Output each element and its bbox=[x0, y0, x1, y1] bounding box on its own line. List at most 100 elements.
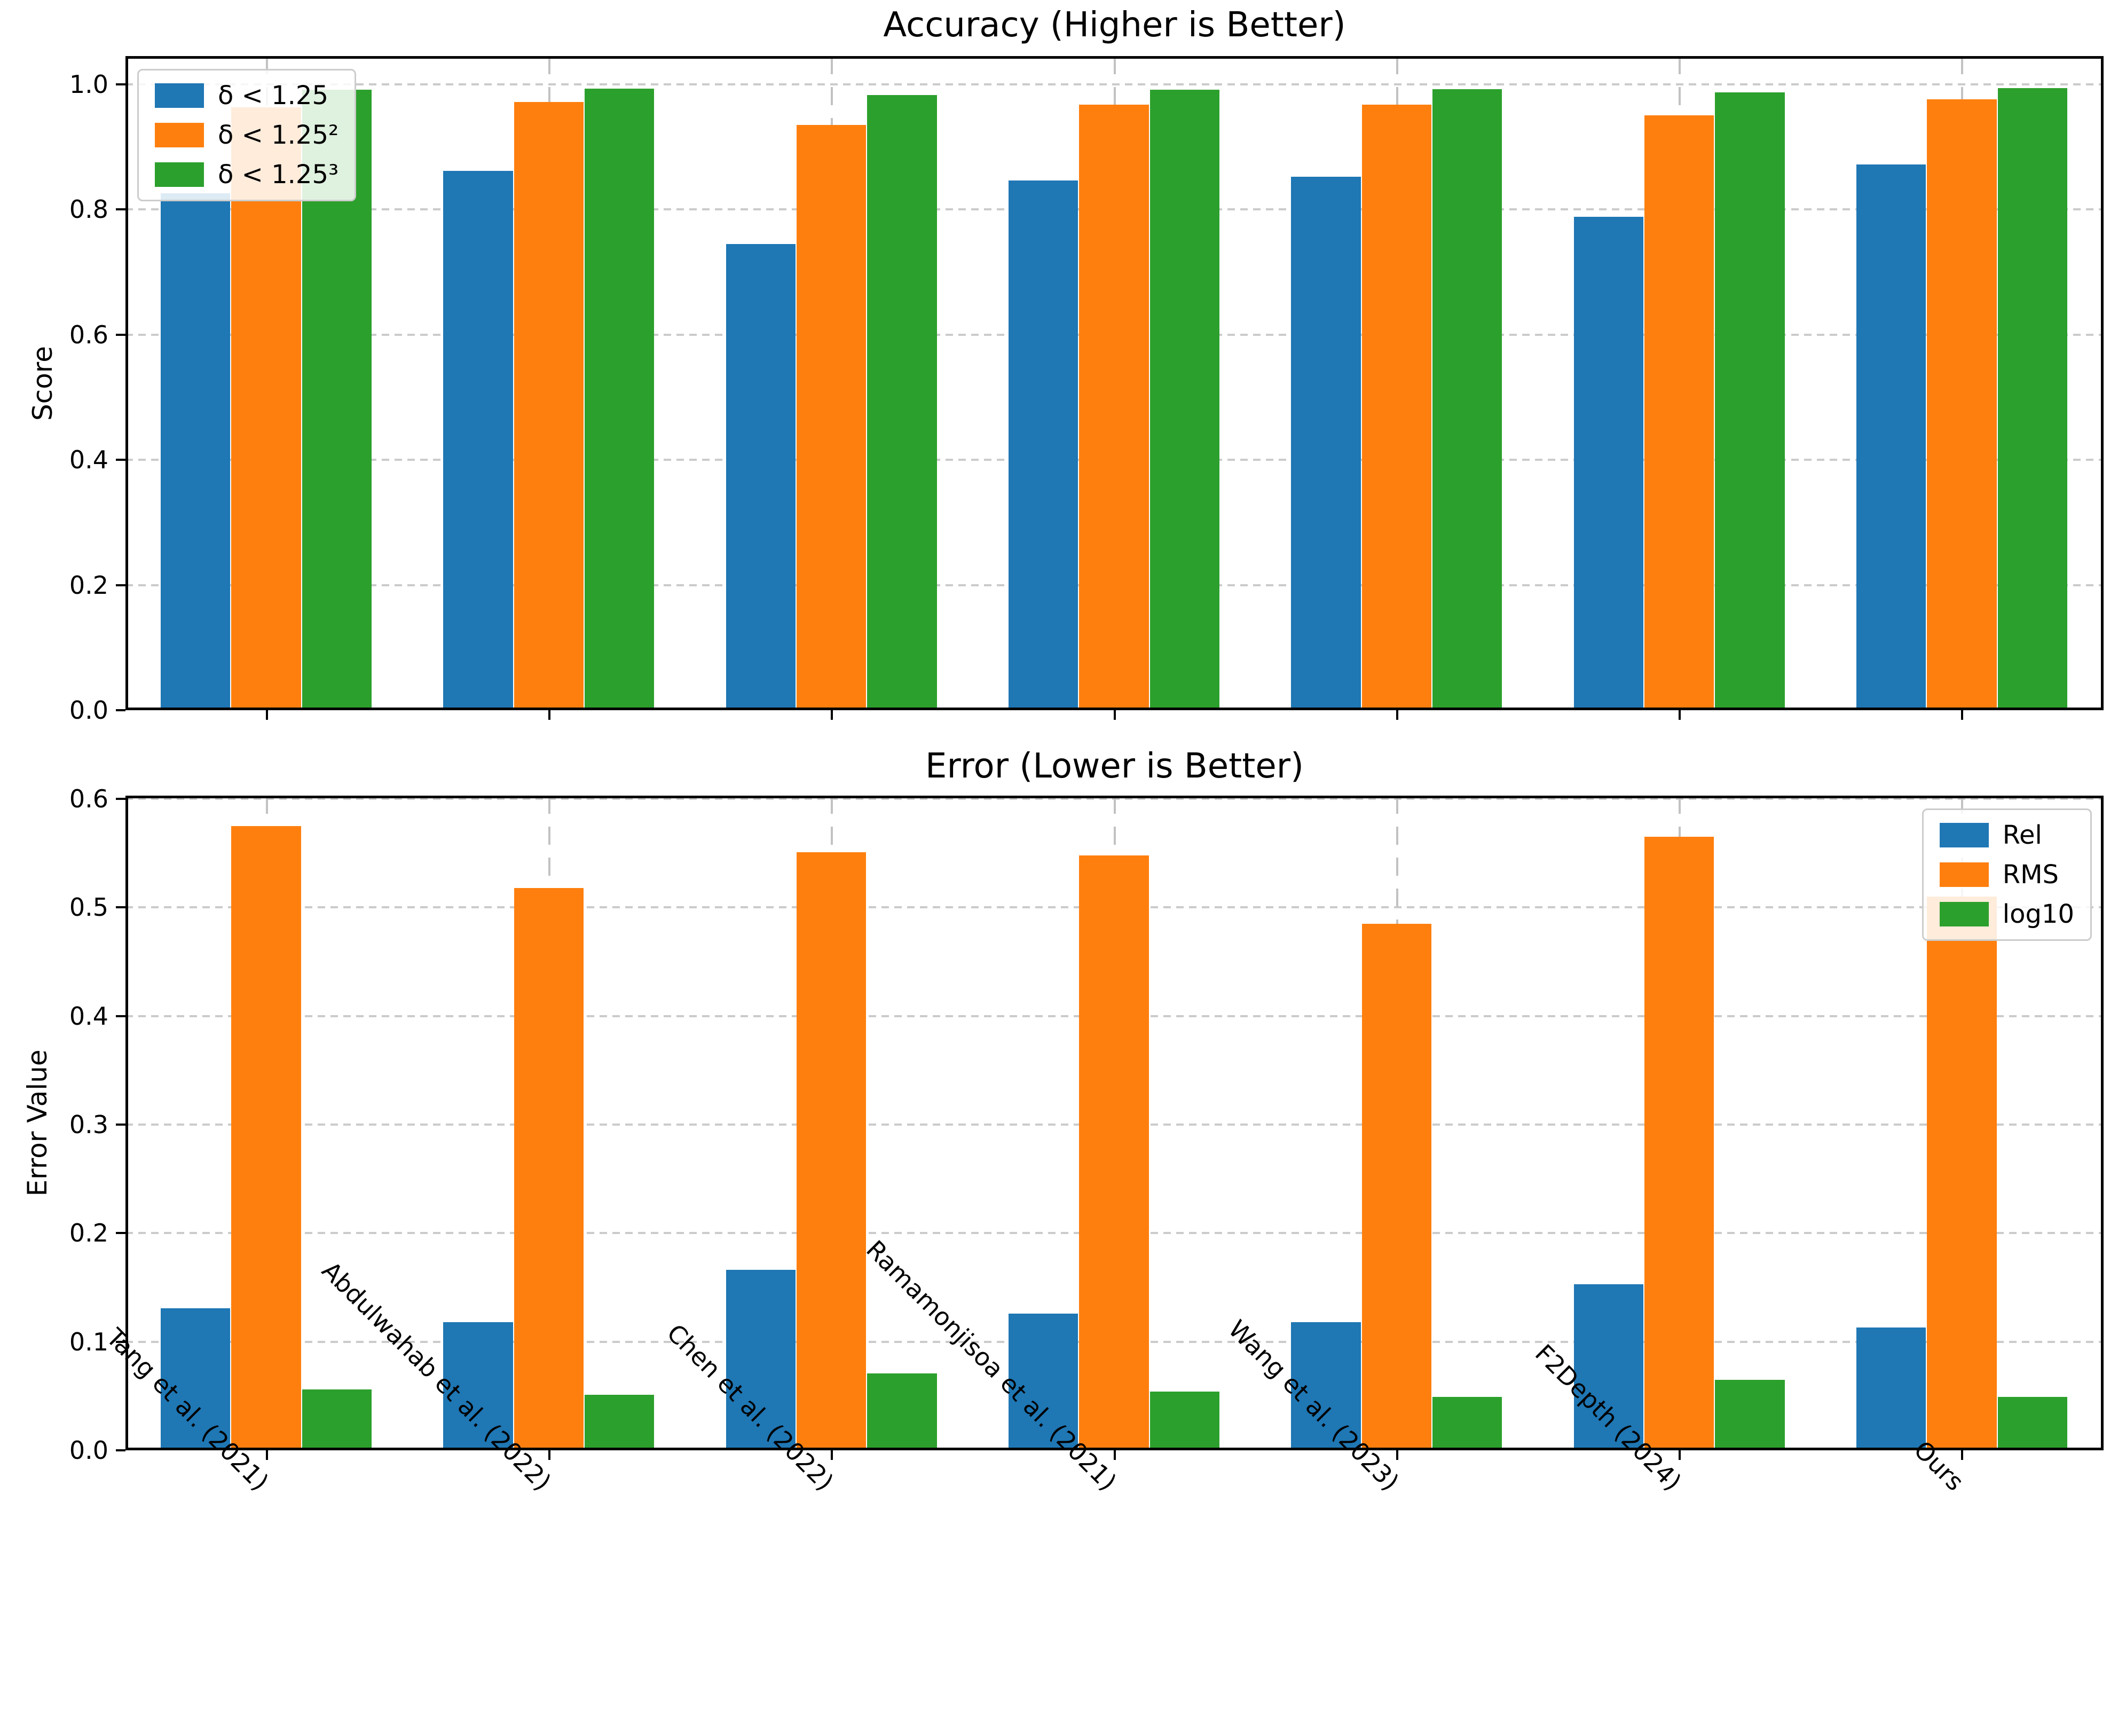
x-tick-mark bbox=[1961, 1450, 1964, 1460]
legend-item: RMS bbox=[1939, 860, 2074, 890]
bar bbox=[797, 852, 867, 1449]
bar bbox=[1009, 180, 1078, 709]
y-tick-mark bbox=[116, 333, 125, 336]
bar bbox=[302, 1389, 372, 1449]
y-tick-mark bbox=[116, 1232, 125, 1235]
bar bbox=[797, 124, 867, 709]
y-tick-mark bbox=[116, 1124, 125, 1126]
y-tick-mark bbox=[116, 709, 125, 711]
legend-label: δ < 1.25³ bbox=[218, 160, 339, 190]
legend-swatch bbox=[155, 162, 204, 187]
legend-label: δ < 1.25² bbox=[218, 120, 339, 150]
bar bbox=[1573, 217, 1643, 709]
bar bbox=[443, 1322, 513, 1449]
bar bbox=[867, 1373, 937, 1449]
legend-swatch bbox=[1939, 862, 1989, 887]
y-tick-mark bbox=[116, 1015, 125, 1017]
bar bbox=[726, 1270, 796, 1449]
y-tick-mark bbox=[116, 584, 125, 586]
y-tick-mark bbox=[116, 83, 125, 85]
bar bbox=[161, 1308, 231, 1449]
bar bbox=[1079, 855, 1149, 1449]
bar bbox=[1856, 1327, 1926, 1449]
legend-item: log10 bbox=[1939, 899, 2074, 929]
bar bbox=[1927, 897, 1997, 1449]
bar bbox=[514, 887, 584, 1449]
bar bbox=[1997, 1397, 2067, 1449]
bar bbox=[1079, 105, 1149, 709]
x-tick-mark bbox=[831, 1450, 833, 1460]
bar bbox=[585, 1395, 655, 1449]
legend-item: Rel bbox=[1939, 820, 2074, 850]
y-tick-mark bbox=[116, 906, 125, 909]
bar bbox=[1715, 1379, 1785, 1449]
y-tick-label: 0.4 bbox=[69, 445, 108, 475]
y-tick-label: 1.0 bbox=[69, 69, 108, 99]
bar bbox=[1149, 1392, 1219, 1449]
bar bbox=[1927, 99, 1997, 709]
bar bbox=[1009, 1313, 1078, 1449]
y-tick-mark bbox=[116, 208, 125, 211]
legend: Rel RMS log10 bbox=[1922, 808, 2092, 941]
legend-item: δ < 1.25² bbox=[155, 121, 338, 150]
y-tick-mark bbox=[116, 798, 125, 800]
bar bbox=[1856, 164, 1926, 709]
bar bbox=[1573, 1284, 1643, 1449]
x-tick-mark bbox=[265, 1450, 268, 1460]
y-axis-label: Score bbox=[27, 345, 58, 421]
bar bbox=[1291, 1322, 1361, 1449]
x-tick-mark bbox=[1961, 710, 1964, 720]
x-tick-mark bbox=[1396, 1450, 1398, 1460]
chart-title: Error (Lower is Better) bbox=[925, 747, 1304, 786]
bar bbox=[867, 95, 937, 709]
bar bbox=[1361, 923, 1431, 1449]
x-tick-mark bbox=[831, 710, 833, 720]
y-tick-label: 0.0 bbox=[69, 696, 108, 725]
chart-title: Accuracy (Higher is Better) bbox=[883, 5, 1346, 45]
x-tick-mark bbox=[1113, 710, 1116, 720]
legend-label: δ < 1.25 bbox=[218, 81, 328, 111]
y-tick-label: 0.3 bbox=[69, 1110, 108, 1140]
legend-label: log10 bbox=[2002, 899, 2074, 929]
legend-swatch bbox=[155, 123, 204, 147]
y-tick-label: 0.8 bbox=[69, 195, 108, 224]
x-tick-mark bbox=[1679, 710, 1681, 720]
y-tick-label: 0.4 bbox=[69, 1001, 108, 1031]
bar bbox=[726, 243, 796, 709]
bar bbox=[1644, 115, 1714, 709]
bar bbox=[161, 193, 231, 709]
legend-label: RMS bbox=[2002, 860, 2059, 890]
legend: δ < 1.25 δ < 1.25² δ < 1.25³ bbox=[137, 69, 357, 201]
y-tick-label: 0.0 bbox=[69, 1436, 108, 1465]
bar bbox=[443, 170, 513, 709]
bar bbox=[1149, 90, 1219, 709]
bar bbox=[514, 101, 584, 709]
bar bbox=[1291, 177, 1361, 709]
y-tick-mark bbox=[116, 1340, 125, 1343]
y-tick-mark bbox=[116, 1449, 125, 1451]
y-tick-label: 0.2 bbox=[69, 1219, 108, 1248]
y-tick-label: 0.2 bbox=[69, 570, 108, 600]
x-tick-mark bbox=[265, 710, 268, 720]
bar bbox=[585, 88, 655, 709]
bar bbox=[231, 107, 301, 709]
x-tick-mark bbox=[1679, 1450, 1681, 1460]
legend-swatch bbox=[155, 83, 204, 108]
x-tick-mark bbox=[548, 1450, 550, 1460]
legend-item: δ < 1.25³ bbox=[155, 160, 338, 189]
bar bbox=[1432, 1397, 1502, 1449]
y-tick-label: 0.1 bbox=[69, 1327, 108, 1356]
x-tick-mark bbox=[548, 710, 550, 720]
y-tick-mark bbox=[116, 459, 125, 461]
legend-item: δ < 1.25 bbox=[155, 81, 338, 110]
bar bbox=[1644, 837, 1714, 1449]
bar bbox=[1997, 88, 2067, 709]
y-tick-label: 0.6 bbox=[69, 320, 108, 349]
y-tick-label: 0.6 bbox=[69, 784, 108, 814]
x-tick-mark bbox=[1113, 1450, 1116, 1460]
legend-label: Rel bbox=[2002, 820, 2042, 850]
bar bbox=[231, 826, 301, 1449]
bar bbox=[1361, 105, 1431, 709]
y-tick-label: 0.5 bbox=[69, 893, 108, 922]
